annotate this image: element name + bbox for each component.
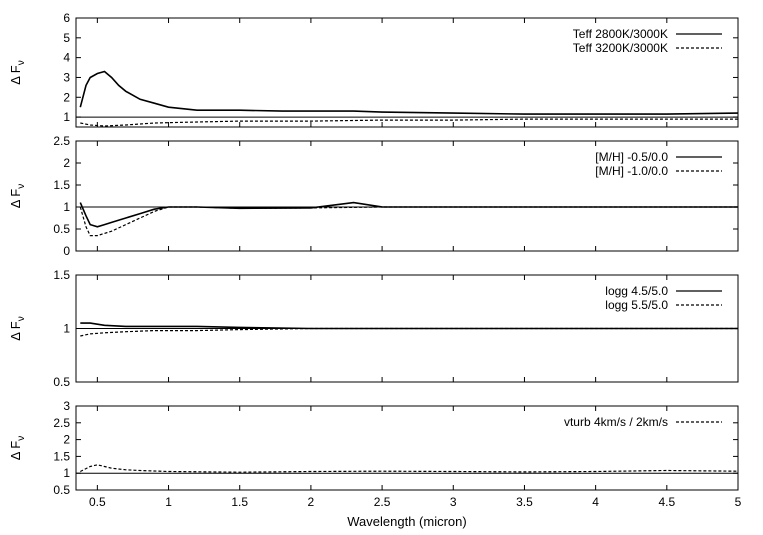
y-tick-label: 0.5 (53, 222, 70, 236)
x-tick-label: 2 (308, 495, 315, 509)
y-tick-label: 1 (63, 200, 70, 214)
series-line-2 (80, 327, 738, 337)
y-tick-label: 2 (63, 156, 70, 170)
legend-label: Teff 2800K/3000K (573, 27, 668, 41)
y-tick-label: 2 (63, 433, 70, 447)
y-tick-label: 0.5 (53, 375, 70, 389)
x-tick-label: 3 (450, 495, 457, 509)
x-tick-label: 4 (592, 495, 599, 509)
y-tick-label: 4 (63, 51, 70, 65)
panel-4: 0.5 1 1.5 2 2.5 3 vturb 4km/s / 2km/s Δ Fν 0.5 1 1… (8, 399, 742, 529)
y-tick-label: 1.5 (53, 178, 70, 192)
x-tick-label: 1 (165, 495, 172, 509)
series-line-2 (79, 206, 738, 237)
x-tick-label: 5 (735, 495, 742, 509)
y-tick-label: 1 (63, 322, 70, 336)
y-tick-label: 1.5 (53, 268, 70, 282)
x-tick-label: 2.5 (374, 495, 391, 509)
legend-label: Teff 3200K/3000K (573, 41, 668, 55)
y-tick-label: 3 (63, 399, 70, 413)
legend-label: logg 5.5/5.0 (605, 298, 668, 312)
y-tick-label: 5 (63, 31, 70, 45)
y-axis-label-subscript: ν (16, 316, 27, 321)
y-axis-label-subscript: ν (16, 60, 27, 65)
y-tick-label: 2.5 (53, 416, 70, 430)
y-axis-label-subscript: ν (16, 436, 27, 441)
y-tick-label: 3 (63, 70, 70, 84)
series-line-1 (79, 201, 738, 228)
y-tick-label: 0.5 (53, 483, 70, 497)
y-axis-label: Δ Fν (8, 436, 27, 461)
series-line-2 (80, 118, 738, 127)
y-axis-label: Δ Fν (8, 184, 27, 209)
y-axis-label: Δ Fν (8, 60, 27, 85)
plot-frame (75, 405, 739, 491)
y-axis-label: Δ Fν (8, 316, 27, 341)
y-tick-label: 2 (63, 90, 70, 104)
legend-label: [M/H] -1.0/0.0 (595, 164, 668, 178)
plot-frame (75, 140, 739, 252)
x-tick-label: 4.5 (658, 495, 675, 509)
series-line-1 (80, 464, 739, 473)
y-axis-label-subscript: ν (16, 184, 27, 189)
y-tick-label: 0 (63, 244, 70, 258)
y-tick-label: 1 (63, 110, 70, 124)
x-tick-label: 3.5 (516, 495, 533, 509)
x-tick-label: 0.5 (89, 495, 106, 509)
plot-frame (75, 17, 739, 128)
x-axis-label: Wavelength (micron) (347, 514, 466, 529)
x-tick-label: 1.5 (231, 495, 248, 509)
y-tick-label: 2.5 (53, 134, 70, 148)
y-tick-label: 1.5 (53, 449, 70, 463)
panel-2: 0 0.5 1 1.5 2 2.5 [M/H] -0.5/0.0[M/H] -1.0/0.0… (8, 134, 739, 258)
series-line-1 (79, 70, 739, 115)
legend-label: logg 4.5/5.0 (605, 284, 668, 298)
series-line-1 (80, 322, 738, 330)
y-tick-label: 6 (63, 11, 70, 25)
legend-label: [M/H] -0.5/0.0 (595, 150, 668, 164)
y-tick-label: 1 (63, 466, 70, 480)
legend-label: vturb 4km/s / 2km/s (564, 415, 668, 429)
